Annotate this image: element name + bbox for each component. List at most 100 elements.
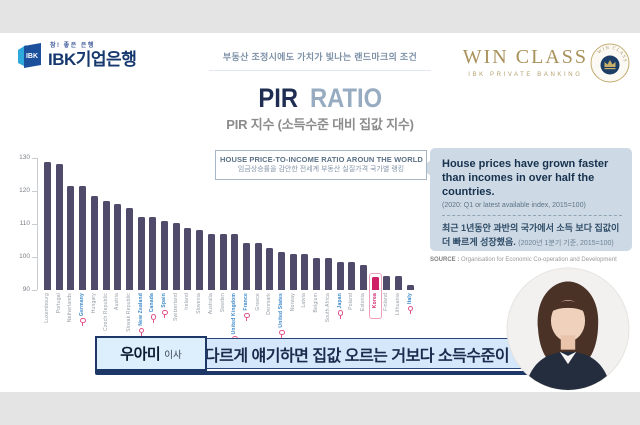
bar-column: Greece <box>254 153 263 311</box>
bar-column: Australia <box>207 153 216 314</box>
page-subtitle: PIR 지수 (소득수준 대비 집값 지수) <box>226 117 414 132</box>
map-pin-icon <box>279 329 285 339</box>
y-axis-label: 120 <box>19 187 30 194</box>
slide-topic-caption: 부동산 조정시에도 가치가 빛나는 랜드마크의 조건 <box>208 50 432 71</box>
bar-lithuania <box>395 275 402 290</box>
winclass-subtitle: IBK PRIVATE BANKING <box>468 72 583 78</box>
y-axis-tick <box>32 290 37 291</box>
winclass-seal-icon: WIN CLASS <box>590 43 630 83</box>
bar-column: Slovak Republic <box>125 153 134 332</box>
map-pin-icon <box>80 318 86 327</box>
country-label-wrap: Luxembourg <box>43 290 52 323</box>
country-label: South Africa <box>324 293 331 323</box>
bar-latvia <box>301 253 309 290</box>
bar-column: Estonia <box>359 153 368 311</box>
page-title-pir: PIR <box>258 83 298 113</box>
country-label-wrap: Slovak Republic <box>125 290 134 332</box>
bar-column: Ireland <box>183 153 192 310</box>
country-label: Netherlands <box>67 293 74 323</box>
country-label: Finland <box>383 293 390 311</box>
country-label-wrap: Norway <box>289 290 298 311</box>
bar-korea <box>371 276 379 290</box>
country-label: New Zealand <box>137 293 144 326</box>
bar-column: Slovenia <box>195 153 204 314</box>
bar-column: Norway <box>289 153 298 311</box>
bar-column: Belgium <box>312 153 321 312</box>
bar-germany <box>79 186 87 290</box>
country-label: Luxembourg <box>44 293 50 323</box>
page-title: PIR RATIO <box>0 85 640 112</box>
country-label: Portugal <box>55 293 62 314</box>
country-label: Czech Republic <box>102 293 109 331</box>
ibk-tagline: 참! 좋은 은행 <box>50 43 95 49</box>
bar-australia <box>207 233 215 290</box>
y-axis-label: 100 <box>19 253 30 260</box>
bar-column: Portugal <box>55 153 64 313</box>
country-label-wrap: Netherlands <box>66 290 75 322</box>
bar-greece <box>254 243 262 290</box>
bar-united-kingdom <box>231 233 239 290</box>
country-label-wrap: Japan <box>336 290 345 319</box>
country-label: Italy <box>406 293 413 305</box>
bar-column: Czech Republic <box>102 153 111 331</box>
bar-column: Poland <box>347 153 356 310</box>
insight-panel: House prices have grown faster than inco… <box>421 148 632 251</box>
bar-hungary <box>90 196 98 290</box>
country-label: Denmark <box>266 293 273 315</box>
ibk-logo: IBK 참! 좋은 은행 IBK기업은행 <box>16 42 137 69</box>
y-axis-tick <box>32 158 37 159</box>
bar-column: Japan <box>336 153 345 319</box>
bar-column: Hungary <box>90 153 99 313</box>
bar-belgium <box>313 257 321 290</box>
bar-column: Latvia <box>300 153 309 308</box>
bar-column: Italy <box>406 153 415 315</box>
country-label: Ireland <box>184 293 191 310</box>
speaker-name-plate: 우아미 이사 <box>95 336 207 371</box>
y-axis-tick <box>32 257 37 258</box>
country-label-wrap: Switzerland <box>172 290 181 321</box>
speaker-job-title: 이사 <box>164 349 182 361</box>
bar-column: Netherlands <box>66 153 75 322</box>
bar-column: Finland <box>382 153 391 311</box>
bar-column: Korea <box>371 153 380 308</box>
bar-ireland <box>184 228 192 290</box>
country-label-wrap: Italy <box>406 290 415 315</box>
country-label: Latvia <box>301 293 308 308</box>
bar-portugal <box>55 164 63 290</box>
winclass-logo: WIN CLASS IBK PRIVATE BANKING <box>463 47 588 78</box>
country-label-wrap: Finland <box>382 290 391 311</box>
ibk-logo-icon: IBK <box>18 43 41 68</box>
bar-slovak-republic <box>125 207 133 290</box>
country-label-wrap: Greece <box>254 290 263 311</box>
country-label-wrap: Belgium <box>312 290 321 312</box>
insight-korean-text: 최근 1년동안 과반의 국가에서 소득 보다 집값이 더 빠르게 성장했음. (… <box>442 222 622 249</box>
bar-canada <box>149 216 157 290</box>
country-label: Estonia <box>359 293 366 312</box>
country-label: Japan <box>336 293 343 309</box>
bar-column: Spain <box>160 153 169 319</box>
insight-subnote: (2020: Q1 or latest available index, 201… <box>442 202 586 210</box>
speaker-avatar <box>506 267 630 391</box>
country-label: Australia <box>207 293 214 315</box>
bar-column: New Zealand <box>137 153 146 337</box>
korea-highlight-outline <box>368 272 382 319</box>
bar-slovenia <box>196 230 204 290</box>
insight-korean-note: (2020년 1분기 기준, 2015=100) <box>518 239 614 247</box>
bar-south-africa <box>324 257 332 290</box>
country-label: Poland <box>348 293 355 310</box>
country-label-wrap: Sweden <box>219 290 228 312</box>
bar-netherlands <box>67 186 75 290</box>
bar-column: Switzerland <box>172 153 181 321</box>
y-axis-tick <box>32 191 37 192</box>
map-pin-icon <box>243 312 250 322</box>
y-axis-label: 110 <box>19 220 30 227</box>
bar-column: Austria <box>113 153 122 310</box>
map-pin-icon <box>337 310 344 319</box>
country-label: Hungary <box>90 293 97 314</box>
bar-column: Denmark <box>265 153 274 315</box>
country-label: Slovak Republic <box>125 293 132 332</box>
map-pin-icon <box>407 306 414 315</box>
country-label-wrap: Portugal <box>55 290 64 313</box>
source-label: SOURCE : <box>430 257 460 263</box>
bar-italy <box>406 285 414 290</box>
